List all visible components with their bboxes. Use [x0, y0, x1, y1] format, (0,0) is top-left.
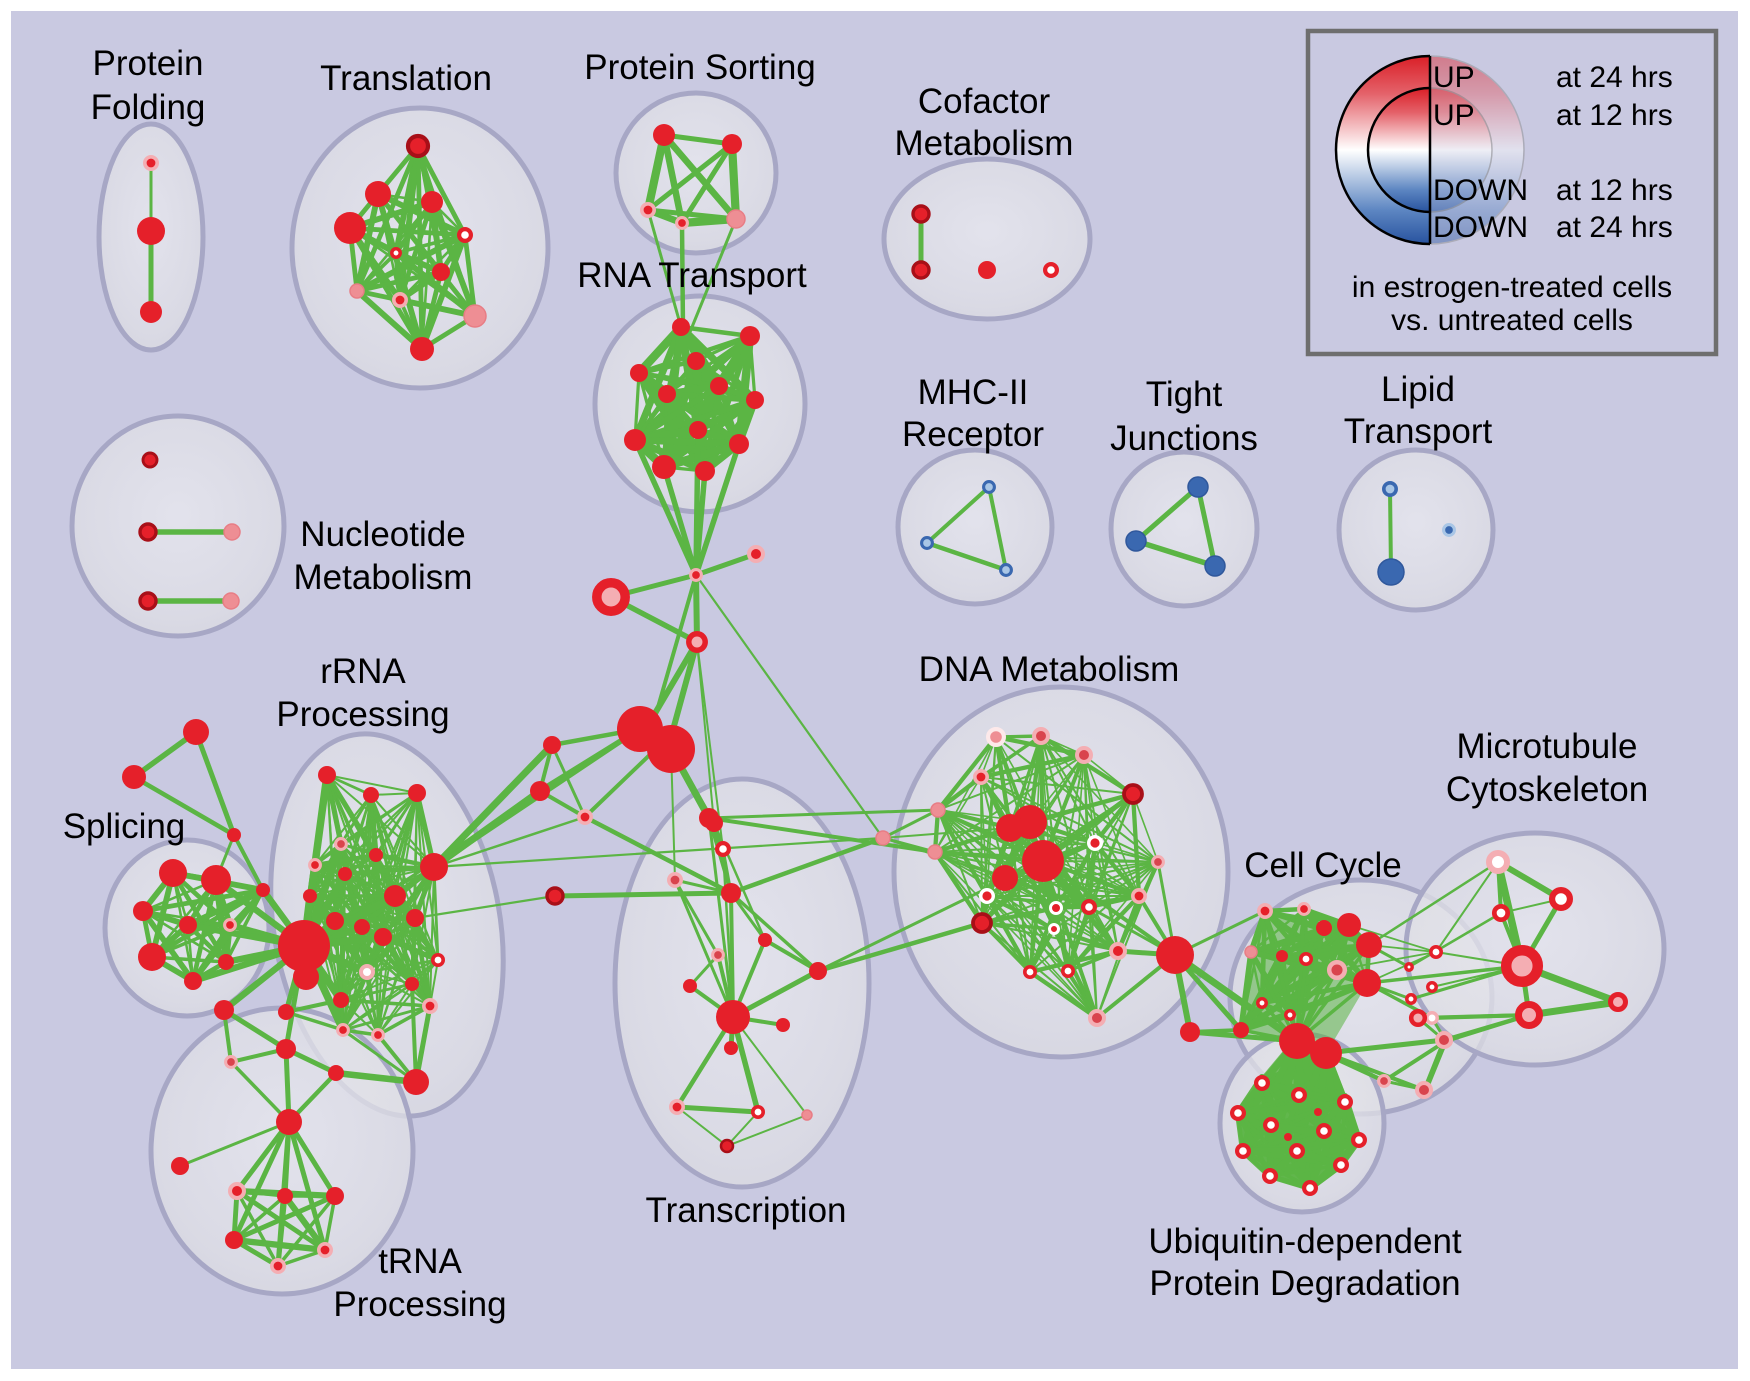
svg-text:Protein Sorting: Protein Sorting	[584, 48, 816, 87]
svg-text:DNA Metabolism: DNA Metabolism	[919, 650, 1180, 689]
svg-text:Protein Degradation: Protein Degradation	[1149, 1264, 1460, 1303]
svg-text:at 12 hrs: at 12 hrs	[1556, 174, 1673, 207]
svg-text:Lipid: Lipid	[1381, 370, 1455, 409]
svg-text:DOWN: DOWN	[1433, 211, 1528, 244]
svg-text:rRNA: rRNA	[320, 652, 406, 691]
svg-text:Junctions: Junctions	[1110, 419, 1258, 458]
svg-text:Metabolism: Metabolism	[895, 124, 1074, 163]
svg-text:Receptor: Receptor	[902, 415, 1044, 454]
svg-text:Cofactor: Cofactor	[918, 82, 1051, 121]
svg-text:Cell Cycle: Cell Cycle	[1244, 846, 1402, 885]
svg-text:UP: UP	[1433, 99, 1475, 132]
svg-text:tRNA: tRNA	[378, 1242, 462, 1281]
svg-text:Metabolism: Metabolism	[294, 558, 473, 597]
svg-text:DOWN: DOWN	[1433, 174, 1528, 207]
svg-text:Cytoskeleton: Cytoskeleton	[1446, 770, 1648, 809]
svg-text:vs. untreated cells: vs. untreated cells	[1391, 304, 1633, 337]
svg-text:UP: UP	[1433, 61, 1475, 94]
svg-text:Translation: Translation	[320, 59, 492, 98]
svg-text:RNA Transport: RNA Transport	[577, 256, 807, 295]
svg-text:Folding: Folding	[91, 88, 206, 127]
svg-text:MHC-II: MHC-II	[918, 373, 1029, 412]
svg-text:Transcription: Transcription	[646, 1191, 847, 1230]
svg-text:Ubiquitin-dependent: Ubiquitin-dependent	[1148, 1222, 1462, 1261]
svg-text:at 12 hrs: at 12 hrs	[1556, 99, 1673, 132]
svg-text:Processing: Processing	[276, 695, 449, 734]
svg-text:at 24 hrs: at 24 hrs	[1556, 61, 1673, 94]
svg-text:Nucleotide: Nucleotide	[300, 515, 465, 554]
svg-text:Protein: Protein	[93, 44, 204, 83]
svg-text:Processing: Processing	[333, 1285, 506, 1324]
svg-text:at 24 hrs: at 24 hrs	[1556, 211, 1673, 244]
svg-text:Microtubule: Microtubule	[1457, 727, 1638, 766]
svg-text:Transport: Transport	[1344, 412, 1493, 451]
svg-text:Splicing: Splicing	[63, 807, 186, 846]
svg-text:Tight: Tight	[1146, 375, 1223, 414]
svg-text:in estrogen-treated cells: in estrogen-treated cells	[1352, 271, 1672, 304]
